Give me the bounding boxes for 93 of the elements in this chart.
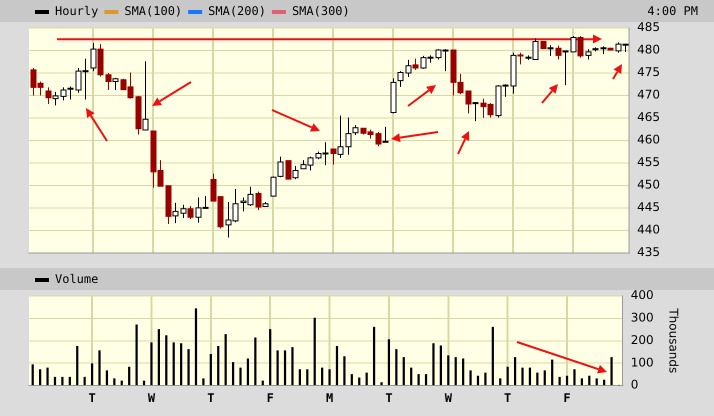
legend-label: SMA(300)	[292, 4, 350, 18]
bar	[254, 337, 256, 386]
text: 4:00 PM	[647, 4, 698, 18]
y-tick-label: 450	[637, 177, 660, 192]
y-tick-label: 0	[630, 378, 638, 392]
bar	[536, 372, 538, 386]
bar	[603, 380, 606, 386]
bar	[39, 369, 42, 386]
x-tick-label: T	[504, 390, 512, 405]
bar	[135, 324, 138, 386]
bar	[46, 368, 49, 386]
bar	[402, 357, 405, 386]
bar	[128, 366, 130, 386]
bar	[120, 380, 123, 386]
y-tick-label: 465	[637, 110, 660, 124]
bar	[610, 357, 613, 386]
bar	[484, 372, 487, 386]
y-tick-label: 470	[637, 88, 660, 102]
bar	[158, 329, 160, 386]
y-tick-label: 300	[630, 310, 654, 325]
bar	[142, 380, 146, 386]
x-tick-label: M	[326, 390, 334, 405]
y-axis-title: Thousands	[666, 307, 681, 374]
y-tick-label: 455	[637, 155, 660, 170]
x-tick-label: T	[88, 390, 96, 405]
y-tick-label: 480	[637, 42, 660, 57]
legend-label: SMA(100)	[124, 4, 182, 18]
y-tick-label: 485	[637, 20, 660, 34]
y-tick-label: 440	[637, 222, 660, 236]
bar	[372, 326, 376, 386]
x-tick-label: W	[444, 390, 453, 405]
bar	[358, 378, 360, 386]
bar	[418, 374, 420, 386]
x-tick-label: T	[207, 390, 214, 405]
bar	[269, 329, 272, 386]
y-tick-label: 100	[630, 355, 654, 370]
bar	[462, 358, 464, 386]
y-tick-label: 445	[637, 200, 660, 214]
legend-label: Volume	[55, 272, 98, 286]
bar	[551, 360, 554, 386]
bar	[224, 334, 227, 386]
bar	[596, 378, 598, 386]
bar	[210, 354, 212, 386]
bar	[424, 374, 428, 386]
bar	[544, 370, 546, 386]
bar	[76, 346, 78, 386]
bar	[328, 369, 331, 386]
bar	[187, 349, 190, 386]
bar	[321, 368, 324, 386]
text: Hourly	[55, 4, 98, 18]
bar	[298, 369, 301, 386]
bar	[588, 376, 590, 386]
bar	[366, 372, 368, 386]
bar	[447, 355, 450, 386]
y-tick-label: 435	[637, 244, 660, 259]
bar	[239, 368, 242, 386]
bar	[573, 369, 576, 386]
bar	[306, 369, 308, 386]
bar	[499, 378, 502, 386]
bar	[492, 326, 494, 386]
bar	[388, 339, 390, 386]
y-tick-label: 475	[637, 65, 660, 80]
bar	[566, 376, 568, 386]
bar	[440, 346, 442, 386]
bar	[291, 347, 294, 386]
bar	[514, 357, 516, 386]
x-tick-label: T	[385, 390, 393, 405]
legend-label: SMA(200)	[208, 4, 266, 18]
bar	[410, 368, 412, 386]
bar	[217, 346, 220, 386]
y-tick-label: 400	[630, 288, 654, 302]
x-tick-label: F	[563, 390, 571, 405]
bar	[506, 366, 509, 386]
bar	[476, 376, 480, 386]
bar	[395, 349, 398, 386]
x-tick-label: W	[148, 390, 156, 405]
bar	[68, 376, 71, 386]
bar	[454, 357, 457, 386]
bar	[521, 368, 524, 386]
bar	[528, 368, 532, 386]
y-tick-label: 460	[637, 132, 660, 147]
bar	[165, 335, 168, 386]
bar	[113, 378, 116, 386]
bar	[172, 342, 175, 386]
bar	[314, 318, 316, 386]
bar	[232, 362, 234, 386]
bar	[380, 382, 383, 386]
bar	[32, 364, 34, 386]
bar	[84, 376, 86, 386]
x-tick-label: F	[266, 390, 274, 405]
bar	[350, 374, 353, 386]
y-tick-label: 200	[630, 332, 654, 347]
bar	[262, 380, 264, 386]
